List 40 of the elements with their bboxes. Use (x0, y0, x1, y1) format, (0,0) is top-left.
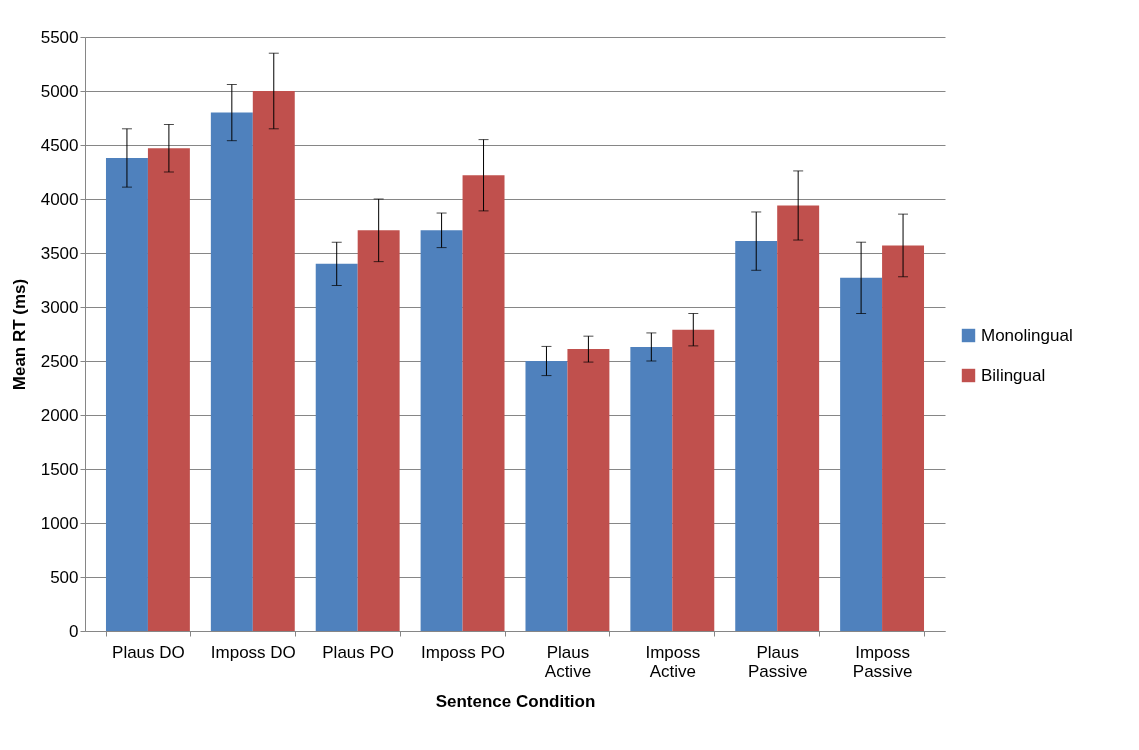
y-tick-label: 0 (69, 621, 79, 641)
y-tick-label: 4000 (40, 189, 79, 209)
legend-label: Monolingual (981, 325, 1073, 345)
bar (105, 157, 148, 631)
bar (420, 230, 463, 631)
y-tick-label: 5000 (40, 81, 79, 101)
bar (525, 361, 568, 631)
bar (567, 349, 610, 631)
y-axis-title: Mean RT (ms) (9, 278, 29, 391)
y-tick-label: 3000 (40, 297, 79, 317)
bar (777, 205, 820, 631)
bar (252, 91, 295, 631)
x-tick-label: Plaus DO (112, 642, 185, 662)
x-tick-label: Imposs PO (421, 642, 506, 662)
bar (357, 230, 400, 631)
bar (735, 241, 778, 631)
bar (462, 175, 505, 631)
bar (630, 346, 673, 631)
x-tick-label: Plaus Active (544, 642, 592, 681)
y-tick-label: 2000 (40, 405, 79, 425)
bar (315, 263, 358, 631)
x-tick-label: Imposs Active (645, 642, 701, 681)
y-tick-label: 5500 (40, 27, 79, 47)
y-tick-label: 500 (50, 567, 79, 587)
bar (210, 112, 253, 631)
bar (882, 245, 925, 631)
y-tick-label: 3500 (40, 243, 79, 263)
bar (147, 148, 190, 631)
x-axis-title: Sentence Condition (435, 691, 596, 711)
x-tick-label: Imposs DO (210, 642, 296, 662)
y-tick-label: 1000 (40, 513, 79, 533)
y-tick-label: 4500 (40, 135, 79, 155)
legend-label: Bilingual (981, 365, 1046, 385)
x-tick-label: Imposs Passive (852, 642, 913, 681)
bar (840, 277, 883, 631)
y-tick-label: 2500 (40, 351, 79, 371)
bar (672, 329, 715, 631)
x-tick-label: Plaus PO (322, 642, 395, 662)
y-tick-label: 1500 (40, 459, 79, 479)
x-tick-label: Plaus Passive (747, 642, 808, 681)
